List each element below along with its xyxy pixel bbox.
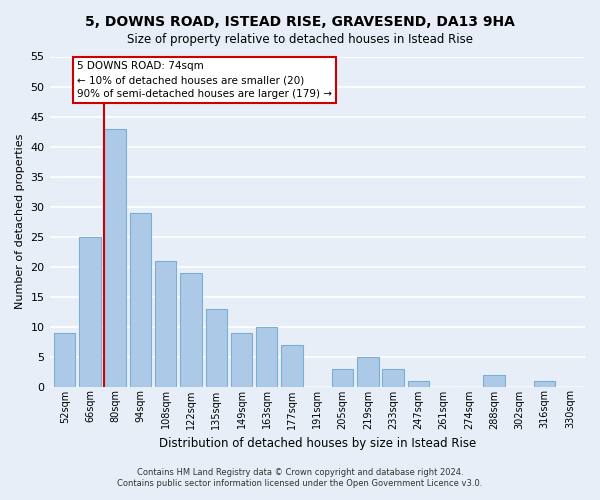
Bar (231, 332, 252, 386)
Bar (130, 212, 151, 386)
Bar (484, 374, 505, 386)
Bar (281, 344, 303, 387)
X-axis label: Distribution of detached houses by size in Istead Rise: Distribution of detached houses by size … (158, 437, 476, 450)
Bar (332, 368, 353, 386)
Bar (180, 272, 202, 386)
Bar (357, 356, 379, 386)
Bar (206, 308, 227, 386)
Bar (382, 368, 404, 386)
Bar (104, 128, 126, 386)
Bar (155, 260, 176, 386)
Bar (54, 332, 76, 386)
Text: Size of property relative to detached houses in Istead Rise: Size of property relative to detached ho… (127, 32, 473, 46)
Y-axis label: Number of detached properties: Number of detached properties (15, 134, 25, 309)
Bar (256, 326, 277, 386)
Text: 5, DOWNS ROAD, ISTEAD RISE, GRAVESEND, DA13 9HA: 5, DOWNS ROAD, ISTEAD RISE, GRAVESEND, D… (85, 15, 515, 29)
Text: 5 DOWNS ROAD: 74sqm
← 10% of detached houses are smaller (20)
90% of semi-detach: 5 DOWNS ROAD: 74sqm ← 10% of detached ho… (77, 62, 332, 100)
Text: Contains HM Land Registry data © Crown copyright and database right 2024.
Contai: Contains HM Land Registry data © Crown c… (118, 468, 482, 487)
Bar (407, 380, 429, 386)
Bar (534, 380, 556, 386)
Bar (79, 236, 101, 386)
